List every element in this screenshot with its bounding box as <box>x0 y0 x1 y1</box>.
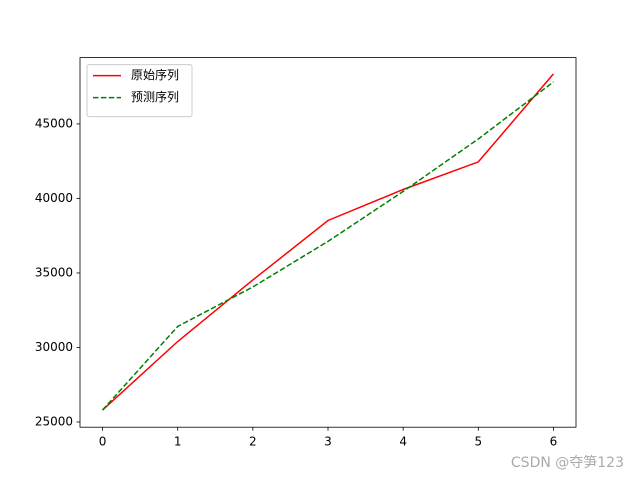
x-tick-label: 1 <box>174 435 182 449</box>
x-tick-label: 0 <box>99 435 107 449</box>
x-tick-label: 5 <box>474 435 482 449</box>
watermark: CSDN @夺笋123 <box>511 454 624 471</box>
y-tick-label: 40000 <box>35 191 73 205</box>
legend-box <box>86 64 193 118</box>
x-tick-label: 2 <box>249 435 257 449</box>
y-tick-label: 30000 <box>35 340 73 354</box>
series-line <box>102 73 555 411</box>
y-tick-label: 35000 <box>35 265 73 279</box>
x-tick-label: 4 <box>399 435 407 449</box>
y-tick-label: 25000 <box>35 414 73 428</box>
legend-label: 原始序列 <box>131 67 179 82</box>
x-tick-label: 3 <box>324 435 332 449</box>
y-tick-label: 45000 <box>35 116 73 130</box>
x-tick-label: 6 <box>550 435 558 449</box>
legend-label: 预测序列 <box>131 89 179 104</box>
series-line <box>101 81 554 411</box>
